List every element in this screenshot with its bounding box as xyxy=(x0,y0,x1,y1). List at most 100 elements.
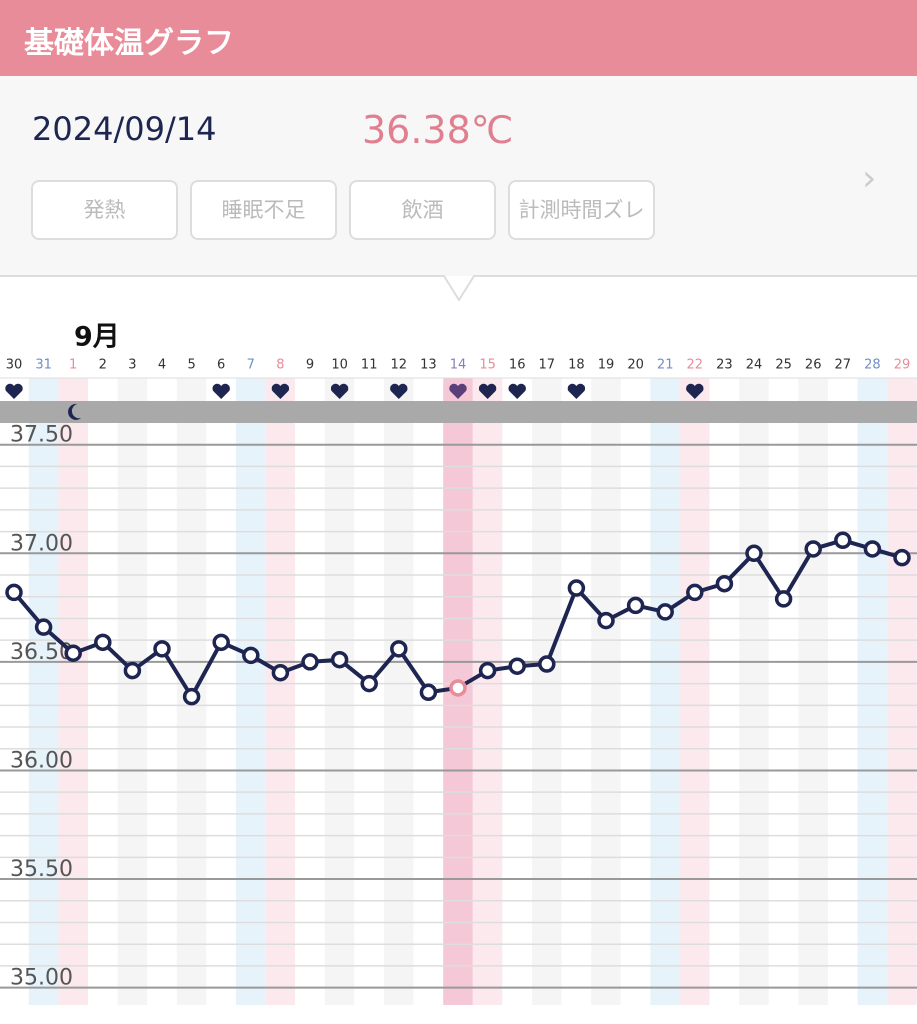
temperature-point xyxy=(153,640,171,658)
tag[interactable]: 計測時間ズレ xyxy=(508,180,655,240)
temperature-point xyxy=(301,653,319,671)
day-column xyxy=(620,378,651,1005)
day-column xyxy=(206,378,236,1005)
day-column xyxy=(857,378,888,1005)
temperature-point xyxy=(508,657,526,675)
heart-icon xyxy=(449,383,467,399)
day-column xyxy=(680,378,710,1005)
heart-icon xyxy=(478,383,497,399)
day-column xyxy=(88,378,118,1005)
day-column xyxy=(324,378,355,1005)
x-tick-label: 6 xyxy=(217,358,225,373)
temperature-point xyxy=(567,579,586,597)
temperature-point xyxy=(626,596,645,615)
y-tick-label: 35.00 xyxy=(10,966,73,991)
temperature-point xyxy=(64,644,82,662)
x-tick-label: 30 xyxy=(6,358,23,373)
x-tick-label: 17 xyxy=(539,358,556,373)
day-column xyxy=(28,378,59,1005)
temperature-point xyxy=(774,590,793,608)
x-tick-label: 15 xyxy=(479,358,496,373)
day-column xyxy=(887,378,917,1005)
period-band xyxy=(0,401,917,423)
tag[interactable]: 発熱 xyxy=(31,180,178,240)
temperature-point xyxy=(419,683,438,702)
heart-icon xyxy=(212,383,230,399)
temperature-point xyxy=(449,679,467,697)
day-column xyxy=(828,378,858,1005)
x-tick-label: 10 xyxy=(331,358,348,373)
panel-pointer xyxy=(0,275,917,302)
day-column xyxy=(502,378,532,1005)
day-column xyxy=(384,378,414,1005)
x-tick-label: 3 xyxy=(128,358,136,373)
day-column xyxy=(147,378,177,1005)
temperature-point xyxy=(5,583,23,602)
y-tick-label: 35.50 xyxy=(10,857,73,882)
day-column xyxy=(561,378,592,1005)
x-tick-label: 28 xyxy=(864,358,881,373)
day-column xyxy=(236,378,266,1005)
day-column xyxy=(768,378,799,1005)
heart-icon xyxy=(686,383,704,399)
x-tick-label: 21 xyxy=(657,358,674,373)
temperature-point xyxy=(212,633,230,652)
tag[interactable]: 睡眠不足 xyxy=(190,180,337,240)
temperature-point xyxy=(94,633,112,652)
heart-icon xyxy=(567,383,586,399)
temperature-point xyxy=(893,548,911,567)
x-tick-label: 9 xyxy=(306,358,314,373)
month-label: 9月 xyxy=(74,322,120,353)
next-button[interactable]: › xyxy=(862,158,877,199)
day-column xyxy=(472,378,503,1005)
day-column xyxy=(739,378,769,1005)
temperature-point xyxy=(390,640,408,658)
temperature-point xyxy=(686,583,704,602)
header: 基礎体温グラフ xyxy=(0,0,917,76)
x-tick-label: 5 xyxy=(187,358,195,373)
day-column xyxy=(532,378,562,1005)
y-tick-label: 36.00 xyxy=(10,748,73,773)
y-tick-label: 37.50 xyxy=(10,423,73,448)
temperature-point xyxy=(360,674,378,693)
heart-icon xyxy=(271,383,290,399)
x-tick-label: 14 xyxy=(450,358,467,373)
day-column xyxy=(798,378,828,1005)
heart-icon xyxy=(5,383,23,399)
x-tick-label: 11 xyxy=(361,358,378,373)
moon-icon xyxy=(68,403,82,420)
temperature-point xyxy=(656,603,674,621)
temperature-point xyxy=(330,650,349,669)
temperature-point xyxy=(863,540,882,558)
day-column xyxy=(709,378,740,1005)
temperature-point xyxy=(34,618,53,636)
day-column xyxy=(117,378,148,1005)
temperature-point xyxy=(182,687,201,706)
temperature-point xyxy=(271,663,290,682)
x-tick-label: 19 xyxy=(598,358,615,373)
x-tick-label: 12 xyxy=(391,358,408,373)
x-tick-label: 18 xyxy=(568,358,585,373)
temperature-point xyxy=(745,544,763,563)
day-column xyxy=(58,378,88,1005)
day-column xyxy=(650,378,680,1005)
x-tick-label: 23 xyxy=(716,358,733,373)
temperature-point xyxy=(123,661,142,680)
tag[interactable]: 飲酒 xyxy=(349,180,496,240)
heart-icon xyxy=(508,383,526,399)
heart-icon xyxy=(390,383,408,399)
x-tick-label: 1 xyxy=(69,358,77,373)
x-tick-label: 8 xyxy=(276,358,284,373)
temperature-point xyxy=(538,655,556,673)
x-tick-label: 16 xyxy=(509,358,526,373)
record-panel: 2024/09/14 36.38℃ 発熱 睡眠不足 飲酒 計測時間ズレ › xyxy=(0,76,917,276)
temperature-point xyxy=(597,611,615,630)
temperature-point xyxy=(242,646,260,665)
day-column xyxy=(265,378,296,1005)
x-tick-label: 20 xyxy=(627,358,644,373)
x-tick-label: 4 xyxy=(158,358,166,373)
x-tick-label: 22 xyxy=(687,358,704,373)
temperature-point xyxy=(834,531,852,550)
x-tick-label: 29 xyxy=(894,358,911,373)
